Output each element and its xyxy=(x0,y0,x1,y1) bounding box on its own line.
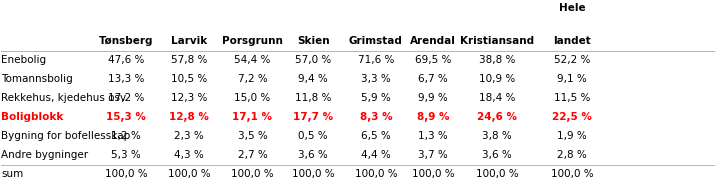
Text: 6,5 %: 6,5 % xyxy=(361,131,391,141)
Text: Porsgrunn: Porsgrunn xyxy=(222,36,283,46)
Text: 3,6 %: 3,6 % xyxy=(298,150,328,160)
Text: 3,7 %: 3,7 % xyxy=(418,150,448,160)
Text: 4,3 %: 4,3 % xyxy=(174,150,204,160)
Text: 12,8 %: 12,8 % xyxy=(169,112,209,122)
Text: 100,0 %: 100,0 % xyxy=(354,169,397,179)
Text: Skien: Skien xyxy=(296,36,329,46)
Text: Hele: Hele xyxy=(558,3,585,13)
Text: sum: sum xyxy=(1,169,24,179)
Text: Tønsberg: Tønsberg xyxy=(99,36,153,46)
Text: 6,7 %: 6,7 % xyxy=(418,74,448,84)
Text: 15,3 %: 15,3 % xyxy=(106,112,146,122)
Text: Rekkehus, kjedehus osv: Rekkehus, kjedehus osv xyxy=(1,93,127,103)
Text: 9,9 %: 9,9 % xyxy=(418,93,448,103)
Text: 11,5 %: 11,5 % xyxy=(553,93,590,103)
Text: 47,6 %: 47,6 % xyxy=(108,55,145,65)
Text: 22,5 %: 22,5 % xyxy=(552,112,592,122)
Text: 100,0 %: 100,0 % xyxy=(231,169,274,179)
Text: 3,5 %: 3,5 % xyxy=(238,131,267,141)
Text: Enebolig: Enebolig xyxy=(1,55,47,65)
Text: 17,1 %: 17,1 % xyxy=(233,112,273,122)
Text: 18,4 %: 18,4 % xyxy=(479,93,516,103)
Text: 3,8 %: 3,8 % xyxy=(482,131,512,141)
Text: 100,0 %: 100,0 % xyxy=(475,169,518,179)
Text: 9,4 %: 9,4 % xyxy=(298,74,328,84)
Text: 24,6 %: 24,6 % xyxy=(477,112,517,122)
Text: 9,1 %: 9,1 % xyxy=(557,74,587,84)
Text: 0,5 %: 0,5 % xyxy=(299,131,328,141)
Text: Andre bygninger: Andre bygninger xyxy=(1,150,89,160)
Text: 8,9 %: 8,9 % xyxy=(417,112,449,122)
Text: 1,2 %: 1,2 % xyxy=(111,131,141,141)
Text: 57,8 %: 57,8 % xyxy=(171,55,207,65)
Text: 5,3 %: 5,3 % xyxy=(111,150,141,160)
Text: 15,0 %: 15,0 % xyxy=(234,93,271,103)
Text: 12,3 %: 12,3 % xyxy=(171,93,207,103)
Text: 54,4 %: 54,4 % xyxy=(234,55,271,65)
Text: 11,8 %: 11,8 % xyxy=(295,93,332,103)
Text: Larvik: Larvik xyxy=(171,36,207,46)
Text: 17,2 %: 17,2 % xyxy=(108,93,145,103)
Text: 100,0 %: 100,0 % xyxy=(412,169,454,179)
Text: 38,8 %: 38,8 % xyxy=(479,55,516,65)
Text: 100,0 %: 100,0 % xyxy=(291,169,334,179)
Text: 100,0 %: 100,0 % xyxy=(551,169,594,179)
Text: 4,4 %: 4,4 % xyxy=(361,150,391,160)
Text: 8,3 %: 8,3 % xyxy=(359,112,392,122)
Text: 13,3 %: 13,3 % xyxy=(108,74,145,84)
Text: 10,5 %: 10,5 % xyxy=(171,74,207,84)
Text: 2,8 %: 2,8 % xyxy=(557,150,587,160)
Text: Bygning for bofellesskap: Bygning for bofellesskap xyxy=(1,131,130,141)
Text: 57,0 %: 57,0 % xyxy=(295,55,332,65)
Text: 3,6 %: 3,6 % xyxy=(482,150,512,160)
Text: 71,6 %: 71,6 % xyxy=(358,55,394,65)
Text: 17,7 %: 17,7 % xyxy=(293,112,333,122)
Text: 3,3 %: 3,3 % xyxy=(361,74,391,84)
Text: 1,3 %: 1,3 % xyxy=(418,131,448,141)
Text: Grimstad: Grimstad xyxy=(349,36,403,46)
Text: Boligblokk: Boligblokk xyxy=(1,112,64,122)
Text: Tomannsbolig: Tomannsbolig xyxy=(1,74,73,84)
Text: 100,0 %: 100,0 % xyxy=(168,169,211,179)
Text: 69,5 %: 69,5 % xyxy=(415,55,451,65)
Text: landet: landet xyxy=(553,36,591,46)
Text: Kristiansand: Kristiansand xyxy=(460,36,534,46)
Text: 10,9 %: 10,9 % xyxy=(479,74,516,84)
Text: Arendal: Arendal xyxy=(410,36,456,46)
Text: 52,2 %: 52,2 % xyxy=(553,55,590,65)
Text: 7,2 %: 7,2 % xyxy=(238,74,267,84)
Text: 5,9 %: 5,9 % xyxy=(361,93,391,103)
Text: 100,0 %: 100,0 % xyxy=(105,169,147,179)
Text: 2,3 %: 2,3 % xyxy=(174,131,204,141)
Text: 1,9 %: 1,9 % xyxy=(557,131,587,141)
Text: 2,7 %: 2,7 % xyxy=(238,150,267,160)
